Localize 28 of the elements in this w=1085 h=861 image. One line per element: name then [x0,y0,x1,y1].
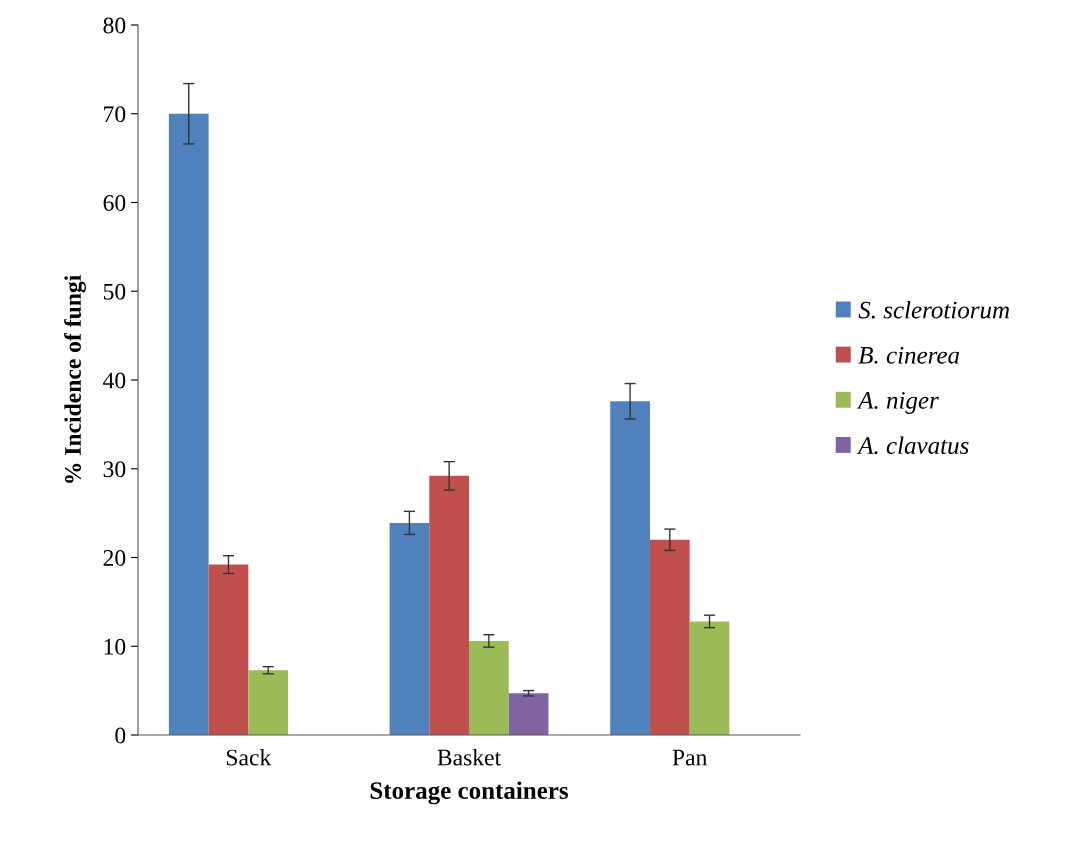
y-tick-label: 0 [115,727,126,744]
bar [248,670,289,735]
bar [389,522,430,735]
y-axis-title: % Incidence of fungi [64,275,86,483]
bar [469,640,509,735]
bar [429,475,469,735]
x-tick-label: Pan [672,749,708,766]
y-tick-label: 80 [103,17,126,34]
legend-label: S. sclerotiorum [858,300,1010,319]
legend-label: B. cinerea [858,346,960,364]
y-tick-label: 40 [103,372,126,389]
y-tick-label: 10 [104,638,126,655]
bar [610,401,650,735]
y-tick-label: 60 [103,194,126,211]
legend-label: A. clavatus [856,436,969,455]
x-axis-title: Storage containers [370,781,569,805]
legend-label: A. niger [856,392,939,414]
y-tick-label: 30 [103,461,126,478]
bar [689,621,730,735]
bar [649,539,690,735]
bar [208,564,249,735]
bar [508,693,549,735]
y-tick-label: 50 [103,283,126,300]
x-tick-label: Sack [226,748,272,766]
bar [168,113,209,735]
y-tick-label: 70 [104,106,126,123]
y-tick-label: 20 [103,549,126,566]
x-tick-label: Basket [437,748,501,766]
